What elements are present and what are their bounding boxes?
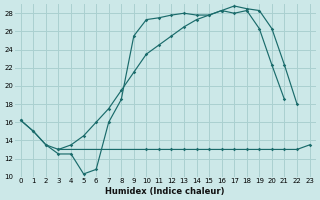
X-axis label: Humidex (Indice chaleur): Humidex (Indice chaleur) — [106, 187, 225, 196]
